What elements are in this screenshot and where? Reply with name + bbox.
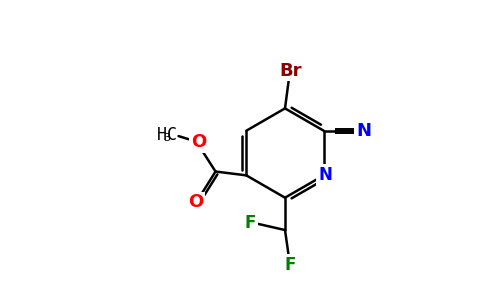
Text: C: C <box>166 126 177 144</box>
Text: O: O <box>188 193 203 211</box>
Text: O: O <box>191 133 206 151</box>
Text: F: F <box>285 256 296 274</box>
Text: Br: Br <box>279 62 302 80</box>
Text: 3: 3 <box>164 133 170 142</box>
Text: H: H <box>157 126 166 144</box>
Text: F: F <box>245 214 256 232</box>
Text: N: N <box>356 122 371 140</box>
Text: N: N <box>318 167 332 184</box>
